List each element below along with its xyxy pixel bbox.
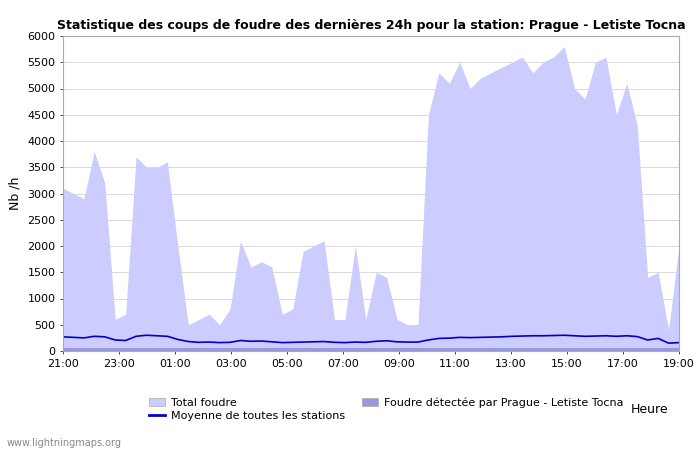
Title: Statistique des coups de foudre des dernières 24h pour la station: Prague - Leti: Statistique des coups de foudre des dern… <box>57 19 685 32</box>
Text: www.lightningmaps.org: www.lightningmaps.org <box>7 438 122 448</box>
Y-axis label: Nb /h: Nb /h <box>8 177 22 210</box>
Text: Heure: Heure <box>631 403 668 416</box>
Legend: Total foudre, Moyenne de toutes les stations, Foudre détectée par Prague - Letis: Total foudre, Moyenne de toutes les stat… <box>148 397 624 421</box>
